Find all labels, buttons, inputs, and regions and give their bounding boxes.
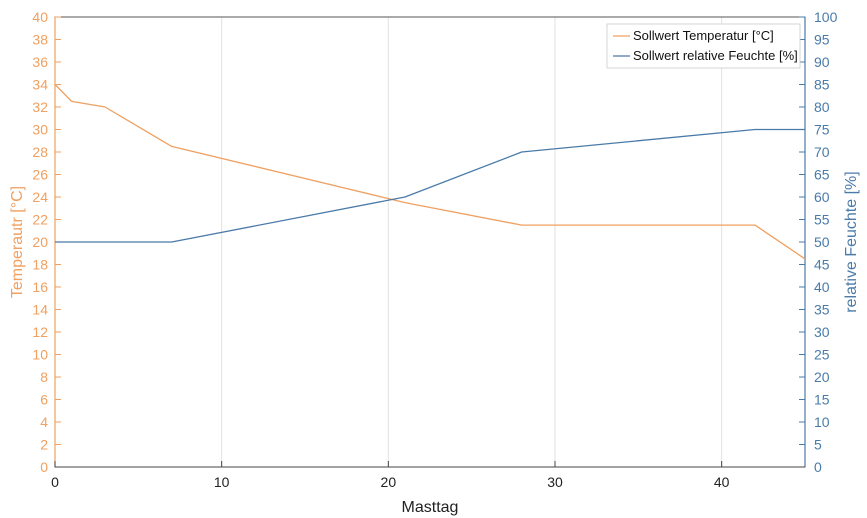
x-tick-label: 30 (547, 474, 563, 490)
legend-label-temperature: Sollwert Temperatur [°C] (633, 28, 774, 43)
left-tick-label: 20 (32, 234, 48, 250)
left-tick-label: 18 (32, 257, 48, 273)
left-tick-label: 32 (32, 99, 48, 115)
left-axis-title: Temperautr [°C] (9, 186, 26, 298)
right-tick-label: 10 (814, 414, 830, 430)
left-tick-label: 36 (32, 54, 48, 70)
right-tick-label: 80 (814, 99, 830, 115)
right-tick-label: 30 (814, 324, 830, 340)
series-line-temperature (54, 84, 806, 260)
right-tick-label: 45 (814, 257, 830, 273)
series-line-humidity (55, 128, 805, 243)
right-tick-label: 75 (814, 122, 830, 138)
right-axis-title: relative Feuchte [%] (843, 171, 860, 312)
left-tick-label: 24 (32, 189, 48, 205)
right-tick-label: 65 (814, 167, 830, 183)
left-tick-label: 8 (40, 369, 48, 385)
legend: Sollwert Temperatur [°C] Sollwert relati… (606, 23, 801, 69)
right-tick-label: 15 (814, 392, 830, 408)
x-axis-title: Masttag (402, 499, 459, 516)
left-tick-label: 10 (32, 347, 48, 363)
left-tick-label: 4 (40, 414, 48, 430)
right-y-axis: 0 5 10 15 20 25 30 35 40 45 50 55 60 65 70 75 80 85 90 95 10… (799, 9, 838, 475)
left-tick-label: 14 (32, 302, 48, 318)
x-tick-label: 0 (51, 474, 59, 490)
right-tick-label: 60 (814, 189, 830, 205)
right-tick-label: 40 (814, 279, 830, 295)
left-tick-label: 6 (40, 392, 48, 408)
x-tick-label: 40 (714, 474, 730, 490)
grid (221, 17, 723, 467)
right-tick-label: 20 (814, 369, 830, 385)
left-tick-label: 12 (32, 324, 48, 340)
left-tick-label: 40 (32, 9, 48, 25)
series-lines (54, 84, 806, 260)
x-axis: 0 10 20 30 40 (51, 461, 805, 490)
left-tick-label: 22 (32, 212, 48, 228)
right-tick-label: 0 (814, 459, 822, 475)
left-tick-label: 2 (40, 437, 48, 453)
left-tick-label: 30 (32, 122, 48, 138)
right-tick-label: 95 (814, 32, 830, 48)
left-tick-label: 0 (40, 459, 48, 475)
left-tick-label: 28 (32, 144, 48, 160)
x-tick-label: 10 (214, 474, 230, 490)
legend-box (606, 23, 801, 69)
left-tick-label: 34 (32, 77, 48, 93)
right-tick-label: 35 (814, 302, 830, 318)
right-tick-label: 55 (814, 212, 830, 228)
legend-label-humidity: Sollwert relative Feuchte [%] (633, 48, 798, 63)
left-tick-label: 26 (32, 167, 48, 183)
right-tick-label: 50 (814, 234, 830, 250)
right-tick-label: 100 (814, 9, 838, 25)
right-tick-label: 5 (814, 437, 822, 453)
right-tick-label: 90 (814, 54, 830, 70)
x-tick-label: 20 (381, 474, 397, 490)
right-tick-label: 85 (814, 77, 830, 93)
right-tick-label: 25 (814, 347, 830, 363)
left-tick-label: 38 (32, 32, 48, 48)
right-tick-label: 70 (814, 144, 830, 160)
left-tick-label: 16 (32, 279, 48, 295)
